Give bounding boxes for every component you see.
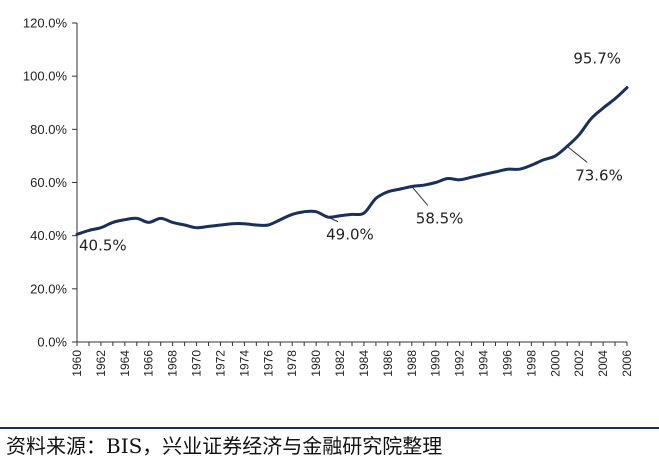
x-tick-label: 2002 xyxy=(572,350,586,377)
x-tick-label: 1978 xyxy=(285,350,299,377)
annotation-leader xyxy=(566,145,588,163)
source-note: 资料来源：BIS，兴业证券经济与金融研究院整理 xyxy=(6,434,443,458)
x-tick-label: 1984 xyxy=(357,350,371,377)
y-tick-label: 100.0% xyxy=(23,69,68,84)
y-tick-label: 20.0% xyxy=(30,281,67,296)
x-tick-label: 1992 xyxy=(453,350,467,377)
x-tick-label: 1988 xyxy=(405,350,419,377)
x-tick-label: 1990 xyxy=(429,350,443,377)
x-tick-label: 2000 xyxy=(548,350,562,377)
y-tick-label: 60.0% xyxy=(30,175,67,190)
y-tick-label: 120.0% xyxy=(23,16,68,31)
annotation-leader xyxy=(315,211,339,223)
x-axis: 1960 1962 1964 1966 1968 1970 1972 1974 1976 1978… xyxy=(70,341,634,377)
x-tick-label: 1966 xyxy=(142,350,156,377)
series-line xyxy=(75,86,629,236)
x-tick-label: 2006 xyxy=(620,350,634,377)
x-tick-label: 1980 xyxy=(309,350,323,377)
y-tick-label: 40.0% xyxy=(30,228,67,243)
y-tick-label: 0.0% xyxy=(37,335,67,350)
x-tick-label: 1970 xyxy=(190,350,204,377)
x-tick-label: 1982 xyxy=(333,350,347,377)
annotation-label: 49.0% xyxy=(326,226,374,244)
annotation-label: 73.6% xyxy=(575,166,623,184)
annotations: 40.5% 49.0% 58.5% 73.6% 95.7% xyxy=(79,50,623,255)
x-tick-label: 1974 xyxy=(237,350,251,377)
x-tick-label: 1972 xyxy=(213,350,227,377)
source-divider xyxy=(0,427,659,429)
x-tick-label: 1994 xyxy=(477,350,491,377)
chart: 0.0% 20.0% 40.0% 60.0% 80.0% 100.0% 120.0% 196… xyxy=(23,16,634,377)
annotation-label: 95.7% xyxy=(573,50,621,68)
annotation-label: 58.5% xyxy=(416,209,464,227)
plot-area xyxy=(75,86,629,236)
x-tick-label: 1976 xyxy=(261,350,275,377)
x-tick-label: 2004 xyxy=(596,350,610,377)
x-tick-label: 1996 xyxy=(500,350,514,377)
y-axis: 0.0% 20.0% 40.0% 60.0% 80.0% 100.0% 120.0% xyxy=(23,16,78,350)
annotation-label: 40.5% xyxy=(79,236,127,254)
y-tick-label: 80.0% xyxy=(30,122,67,137)
x-tick-label: 1968 xyxy=(166,350,180,377)
x-tick-label: 1986 xyxy=(381,350,395,377)
x-tick-label: 1964 xyxy=(118,350,132,377)
annotation-leader xyxy=(411,186,429,206)
x-tick-label: 1998 xyxy=(524,350,538,377)
x-tick-label: 1962 xyxy=(94,350,108,377)
x-tick-label: 1960 xyxy=(70,350,84,377)
